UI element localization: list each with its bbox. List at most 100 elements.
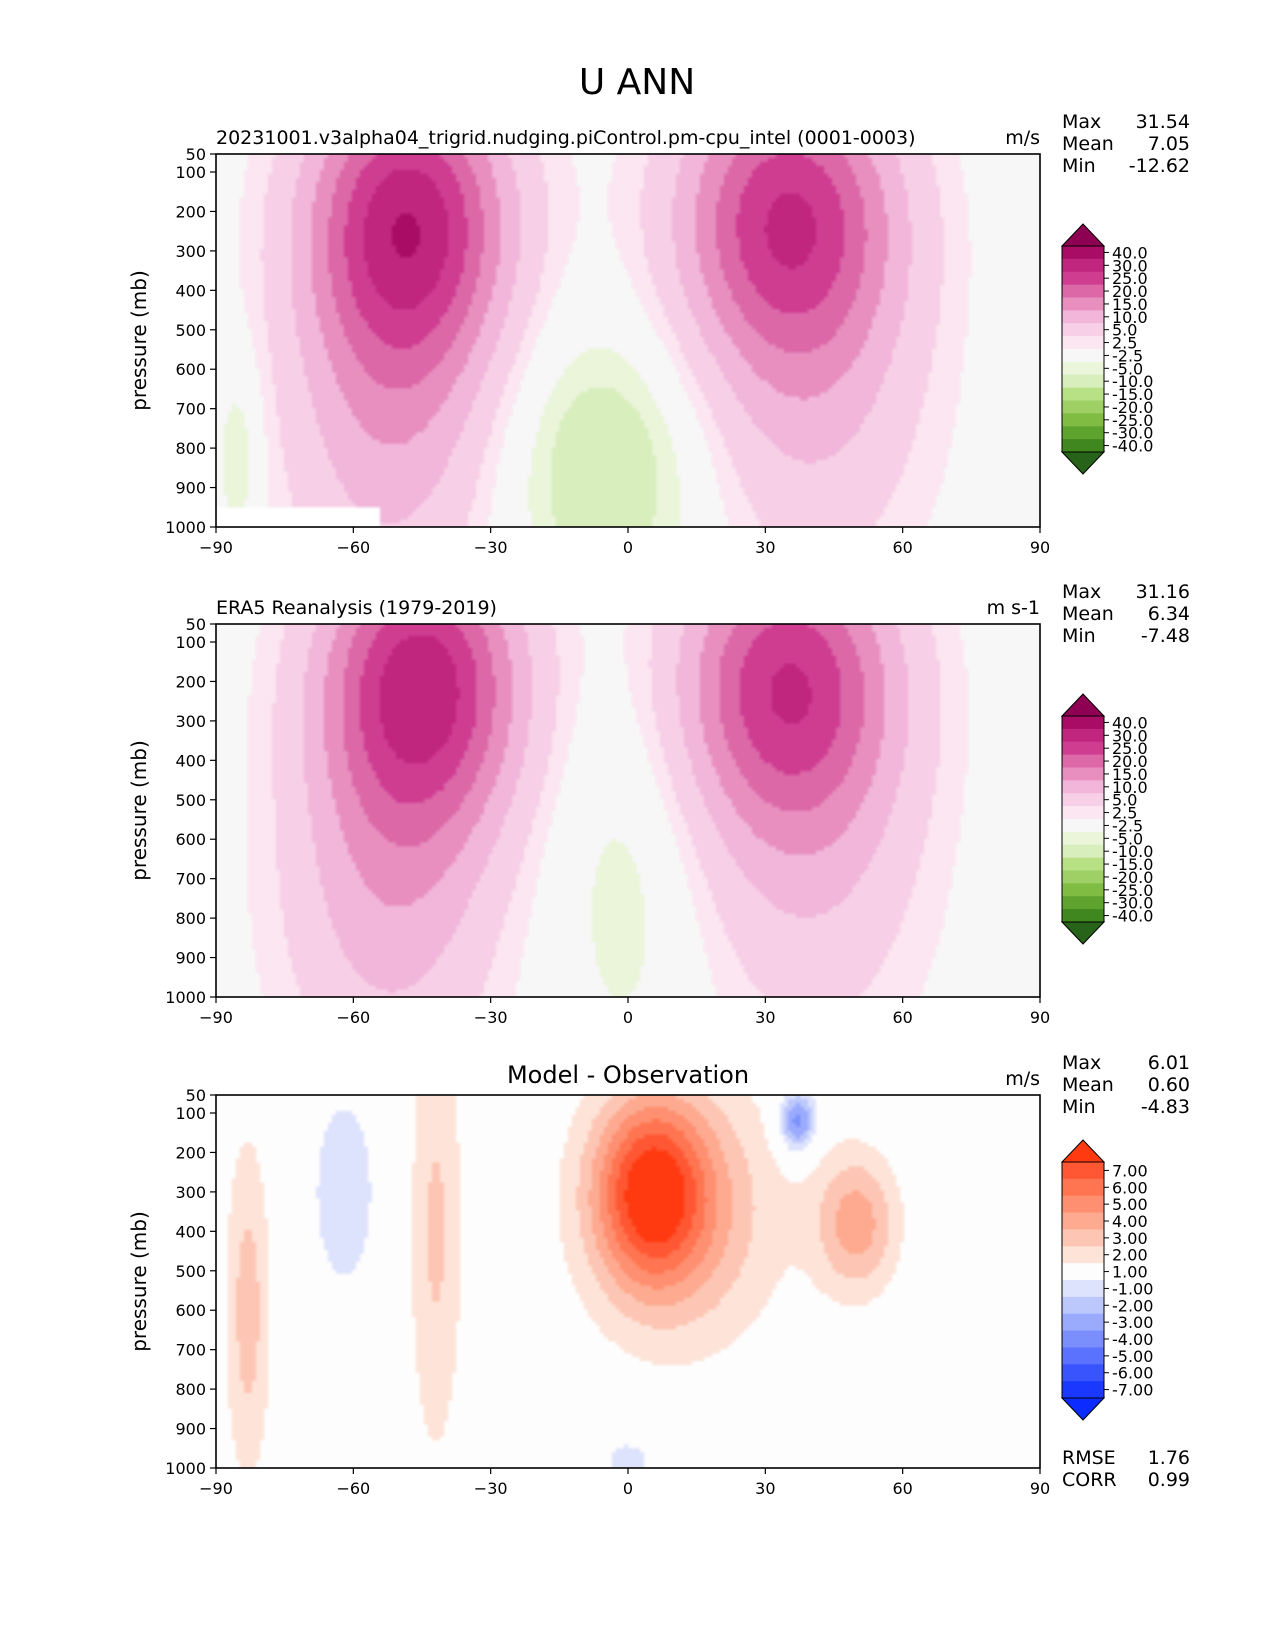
y-tick-label: 900: [175, 479, 206, 498]
colorbar-label: -15.0: [1112, 855, 1153, 874]
colorbar-label: 30.0: [1112, 256, 1148, 275]
x-tick-label: −60: [336, 1479, 370, 1498]
colorbar-label: 2.00: [1112, 1246, 1148, 1265]
colorbar-label: -3.00: [1112, 1313, 1153, 1332]
stat-value: 6.34: [1148, 603, 1190, 625]
colorbar-label: 10.0: [1112, 308, 1148, 327]
colorbar-segment: [1062, 728, 1104, 743]
colorbar-segment: [1062, 909, 1104, 923]
panel-units: m s-1: [987, 597, 1040, 619]
colorbar-segment: [1062, 1296, 1104, 1315]
colorbar-segment: [1062, 896, 1104, 910]
y-axis-label: pressure (mb): [127, 1211, 151, 1352]
y-tick-label: 300: [175, 1183, 206, 1202]
x-tick-label: −60: [336, 538, 370, 557]
stat-label: Max: [1062, 1052, 1101, 1074]
x-tick-label: −30: [474, 1479, 508, 1498]
colorbar-segment: [1062, 439, 1104, 453]
colorbar-segment: [1062, 258, 1104, 273]
colorbar-label: -2.5: [1112, 346, 1143, 365]
colorbar-label: -30.0: [1112, 894, 1153, 913]
colorbar-segment: [1062, 426, 1104, 440]
colorbar-label: -5.0: [1112, 829, 1143, 848]
colorbar-frame: [1061, 715, 1105, 923]
colorbar-segment: [1062, 336, 1104, 350]
stat-label: Mean: [1062, 133, 1114, 155]
y-tick-label: 900: [175, 1420, 206, 1439]
y-tick-label: 800: [175, 909, 206, 928]
y-tick-label: 400: [175, 1222, 206, 1241]
y-tick-label: 400: [175, 751, 206, 770]
colorbar-segment: [1062, 819, 1104, 833]
colorbar-label: -5.0: [1112, 359, 1143, 378]
field-contour-image: [216, 624, 1040, 997]
colorbar-segment: [1062, 297, 1104, 311]
colorbar-segment: [1062, 1330, 1104, 1348]
colorbar-segment: [1062, 1195, 1104, 1214]
x-tick-label: 60: [892, 1479, 912, 1498]
colorbar-extend-bottom: [1060, 921, 1106, 945]
panel-subtitle: 20231001.v3alpha04_trigrid.nudging.piCon…: [216, 127, 916, 149]
colorbar-label: -10.0: [1112, 372, 1153, 391]
colorbar-segment: [1062, 883, 1104, 897]
x-tick-label: 30: [755, 1479, 775, 1498]
colorbar-segment: [1062, 716, 1104, 730]
colorbar-label: 25.0: [1112, 739, 1148, 758]
colorbar-label: -25.0: [1112, 881, 1153, 900]
y-tick-label: 700: [175, 870, 206, 889]
y-tick-label: 500: [175, 321, 206, 340]
y-tick-label: 1000: [165, 988, 206, 1007]
colorbar-segment: [1062, 1313, 1104, 1332]
colorbar-label: 5.0: [1112, 321, 1137, 340]
stat-value: 7.05: [1148, 133, 1190, 155]
panel-units: m/s: [1005, 1068, 1040, 1090]
stat-label: Mean: [1062, 603, 1114, 625]
panel-title: Model - Observation: [507, 1061, 749, 1089]
stat-value: 6.01: [1148, 1052, 1190, 1074]
colorbar-segment: [1062, 844, 1104, 859]
colorbar-segment: [1062, 387, 1104, 401]
colorbar-segment: [1062, 1229, 1104, 1247]
figure-title: U ANN: [579, 62, 695, 103]
colorbar-label: -7.00: [1112, 1381, 1153, 1400]
x-tick-label: 60: [892, 1008, 912, 1027]
y-tick-label: 500: [175, 1262, 206, 1281]
colorbar-extend-top: [1060, 1139, 1106, 1163]
panel-subtitle: ERA5 Reanalysis (1979-2019): [216, 597, 497, 619]
colorbar-frame: [1061, 1161, 1105, 1399]
x-tick-label: 0: [623, 538, 633, 557]
stat-label: Mean: [1062, 1074, 1114, 1096]
colorbar-label: 2.5: [1112, 804, 1137, 823]
y-tick-label: 300: [175, 242, 206, 261]
colorbar-label: -40.0: [1112, 437, 1153, 456]
colorbar-segment: [1062, 1381, 1104, 1399]
colorbar-extend-top: [1060, 223, 1106, 247]
y-tick-label: 800: [175, 1380, 206, 1399]
stat-label: Min: [1062, 1096, 1096, 1118]
colorbar-segment: [1062, 310, 1104, 324]
colorbar-label: 5.0: [1112, 791, 1137, 810]
colorbar-segment: [1062, 284, 1104, 298]
y-tick-label: 400: [175, 281, 206, 300]
colorbar-segment: [1062, 793, 1104, 807]
colorbar-segment: [1062, 1212, 1104, 1230]
metric-label: RMSE: [1062, 1447, 1116, 1469]
colorbar-segment: [1062, 857, 1104, 871]
stat-value: -4.83: [1141, 1096, 1190, 1118]
metric-value: 1.76: [1148, 1447, 1190, 1469]
colorbar-segment: [1062, 1280, 1104, 1298]
colorbar-label: -40.0: [1112, 907, 1153, 926]
y-tick-label: 700: [175, 400, 206, 419]
colorbar-label: 2.5: [1112, 334, 1137, 353]
colorbar-label: 15.0: [1112, 295, 1148, 314]
y-tick-label: 50: [186, 1086, 206, 1105]
colorbar-label: 10.0: [1112, 778, 1148, 797]
colorbar-segment: [1062, 374, 1104, 389]
x-tick-label: −90: [199, 1479, 233, 1498]
colorbar-label: -30.0: [1112, 424, 1153, 443]
colorbar-extend-bottom: [1060, 451, 1106, 475]
colorbar-label: 3.00: [1112, 1229, 1148, 1248]
x-tick-label: 90: [1030, 1008, 1050, 1027]
colorbar-segment: [1062, 870, 1104, 884]
